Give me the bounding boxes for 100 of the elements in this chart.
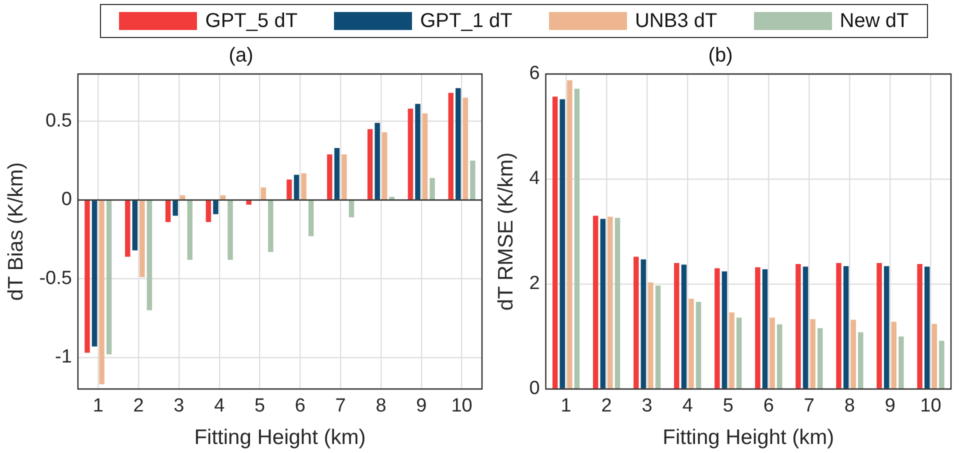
bar [408, 108, 414, 200]
bar [939, 340, 944, 388]
bar [140, 200, 145, 278]
x-tick-label: 6 [294, 396, 306, 417]
bar [146, 200, 152, 310]
bar [843, 266, 849, 388]
y-tick-label: -1 [55, 346, 72, 368]
bar [755, 267, 760, 388]
bar [722, 271, 728, 388]
x-tick-label: 2 [133, 396, 144, 417]
bar [567, 80, 572, 388]
x-tick-label: 9 [884, 396, 896, 417]
bar [729, 312, 734, 388]
x-tick-label: 10 [451, 396, 472, 417]
bar [84, 200, 90, 353]
bar [448, 92, 454, 200]
legend-label: GPT_5 dT [205, 10, 298, 32]
bar [422, 113, 428, 200]
bar [898, 336, 904, 388]
bar [891, 322, 896, 388]
bar [334, 148, 340, 200]
bar [462, 98, 468, 200]
bar [92, 200, 98, 346]
bar [776, 324, 782, 388]
bar [736, 318, 742, 388]
bar [165, 200, 171, 222]
bar [614, 218, 620, 388]
bar [688, 298, 694, 388]
chart-title: (b) [708, 44, 733, 67]
legend-label: UNB3 dT [634, 10, 718, 32]
bar [552, 96, 558, 388]
bar [382, 132, 388, 200]
y-tick-label: 6 [529, 63, 540, 84]
bar [681, 264, 687, 388]
bar [125, 200, 130, 257]
x-tick-label: 3 [642, 396, 652, 417]
bar [674, 263, 680, 388]
bar [206, 200, 212, 222]
bar [810, 319, 816, 388]
y-tick-label: 0 [529, 378, 540, 400]
bar [817, 328, 823, 388]
bar [917, 264, 922, 388]
bar [348, 200, 354, 218]
x-tick-label: 2 [601, 396, 612, 417]
bar [858, 332, 864, 388]
bar [608, 216, 613, 388]
bar [213, 200, 218, 214]
bar [640, 259, 646, 388]
bar [655, 286, 661, 388]
bar [796, 264, 801, 388]
bar [770, 318, 775, 388]
x-tick-label: 9 [416, 396, 427, 417]
y-axis-title: dT RMSE (K/km) [494, 152, 518, 311]
bar [374, 122, 380, 200]
bar [308, 200, 314, 236]
bar [172, 200, 178, 216]
y-tick-label: 0 [61, 189, 72, 210]
bar [648, 282, 654, 388]
y-tick-label: 4 [529, 168, 540, 190]
bar [470, 160, 476, 200]
y-axis-title: dT Bias (K/km) [4, 162, 28, 301]
bar [180, 195, 186, 200]
bar [187, 200, 192, 260]
bar [342, 154, 347, 200]
bar [228, 200, 233, 260]
bar [924, 266, 930, 388]
bar [106, 200, 112, 354]
bar [850, 320, 856, 388]
bar [574, 88, 580, 388]
bar [132, 200, 138, 250]
bar [268, 200, 274, 252]
x-tick-label: 4 [682, 396, 694, 417]
y-tick-label: 2 [529, 273, 540, 294]
bar [327, 154, 332, 200]
bar [415, 104, 420, 200]
x-tick-label: 1 [560, 396, 572, 417]
bar [932, 324, 938, 388]
x-tick-label: 1 [92, 396, 104, 417]
bar [430, 178, 435, 200]
bar [876, 263, 882, 388]
x-axis-title: Fitting Height (km) [662, 426, 834, 450]
bar [802, 266, 808, 388]
x-tick-label: 4 [214, 396, 226, 417]
bar [836, 263, 842, 388]
x-tick-label: 6 [763, 396, 774, 417]
y-tick-label: -0.5 [39, 268, 72, 289]
bar [884, 266, 890, 388]
bar [634, 256, 639, 388]
x-tick-label: 8 [844, 396, 855, 417]
bar [301, 173, 306, 200]
x-tick-label: 5 [722, 396, 734, 417]
y-tick-label: 0.5 [46, 110, 72, 132]
legend-label: GPT_1 dT [420, 10, 512, 32]
bar [762, 269, 768, 388]
bar [696, 302, 702, 388]
bar [389, 196, 395, 200]
x-tick-label: 3 [174, 396, 184, 417]
x-tick-label: 10 [920, 396, 942, 417]
bar [592, 216, 598, 388]
bar [286, 180, 292, 200]
